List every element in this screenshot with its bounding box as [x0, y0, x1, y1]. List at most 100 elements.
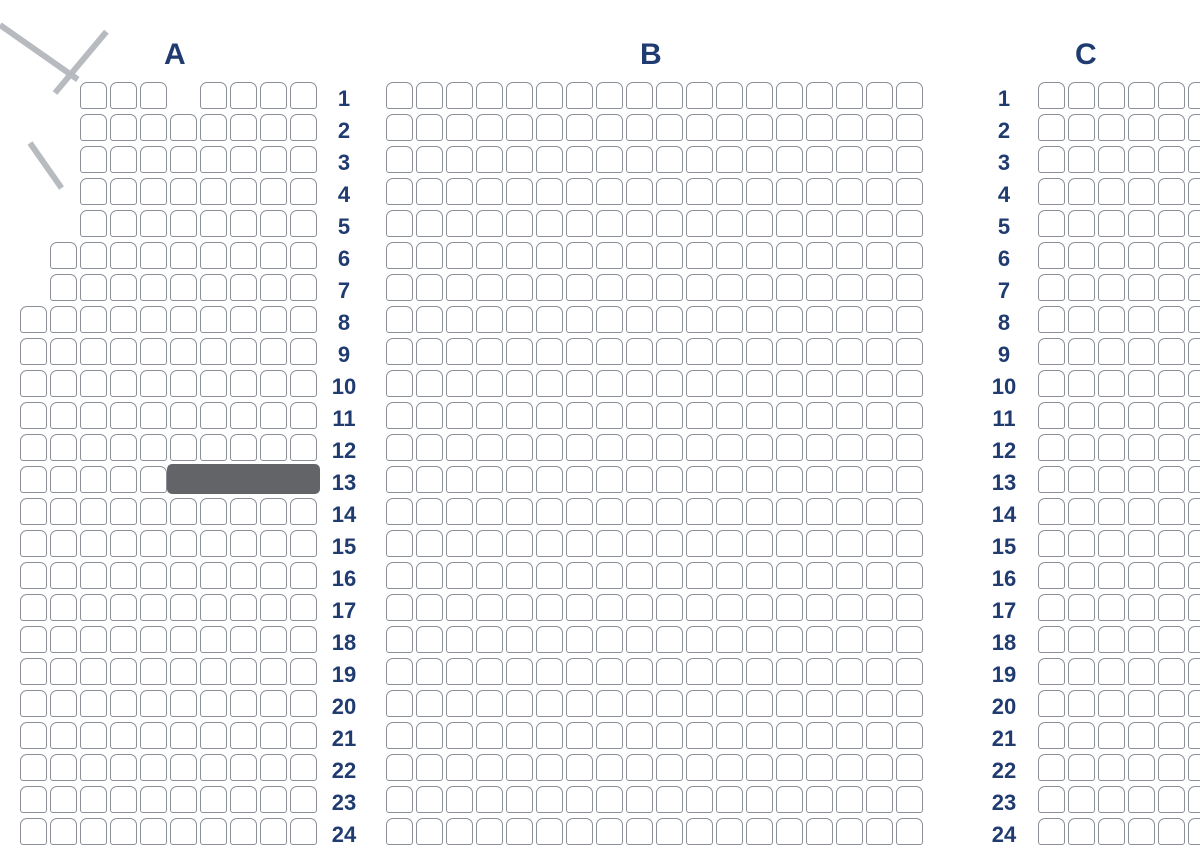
- seat[interactable]: [596, 114, 623, 141]
- seat[interactable]: [656, 434, 683, 461]
- seat[interactable]: [866, 82, 893, 109]
- seat[interactable]: [1098, 114, 1125, 141]
- seat[interactable]: [776, 338, 803, 365]
- seat[interactable]: [806, 466, 833, 493]
- seat[interactable]: [536, 146, 563, 173]
- seat[interactable]: [686, 530, 713, 557]
- seat[interactable]: [260, 370, 287, 397]
- seat[interactable]: [746, 178, 773, 205]
- seat[interactable]: [566, 434, 593, 461]
- seat[interactable]: [626, 82, 653, 109]
- seat[interactable]: [836, 562, 863, 589]
- seat[interactable]: [536, 274, 563, 301]
- seat[interactable]: [50, 242, 77, 269]
- seat[interactable]: [506, 402, 533, 429]
- seat[interactable]: [1038, 178, 1065, 205]
- seat[interactable]: [446, 722, 473, 749]
- seat[interactable]: [200, 434, 227, 461]
- seat[interactable]: [866, 466, 893, 493]
- seat[interactable]: [290, 306, 317, 333]
- seat[interactable]: [1038, 658, 1065, 685]
- seat[interactable]: [566, 754, 593, 781]
- seat[interactable]: [386, 242, 413, 269]
- seat[interactable]: [476, 594, 503, 621]
- seat[interactable]: [80, 562, 107, 589]
- seat[interactable]: [1188, 178, 1200, 205]
- seat[interactable]: [50, 722, 77, 749]
- seat[interactable]: [596, 626, 623, 653]
- seat[interactable]: [1068, 818, 1095, 845]
- seat[interactable]: [110, 530, 137, 557]
- seat[interactable]: [776, 306, 803, 333]
- seat[interactable]: [20, 562, 47, 589]
- seat[interactable]: [836, 114, 863, 141]
- seat[interactable]: [746, 562, 773, 589]
- seat[interactable]: [200, 818, 227, 845]
- seat[interactable]: [1068, 114, 1095, 141]
- seat[interactable]: [170, 178, 197, 205]
- seat[interactable]: [716, 466, 743, 493]
- seat[interactable]: [806, 210, 833, 237]
- seat[interactable]: [260, 626, 287, 653]
- seat[interactable]: [866, 594, 893, 621]
- seat[interactable]: [1038, 242, 1065, 269]
- seat[interactable]: [776, 594, 803, 621]
- seat[interactable]: [746, 306, 773, 333]
- seat[interactable]: [200, 82, 227, 109]
- seat[interactable]: [716, 338, 743, 365]
- seat[interactable]: [260, 754, 287, 781]
- seat[interactable]: [260, 498, 287, 525]
- seat[interactable]: [806, 722, 833, 749]
- seat[interactable]: [596, 210, 623, 237]
- seat[interactable]: [1098, 818, 1125, 845]
- seat[interactable]: [686, 818, 713, 845]
- seat[interactable]: [626, 498, 653, 525]
- seat[interactable]: [596, 466, 623, 493]
- seat[interactable]: [1128, 434, 1155, 461]
- seat[interactable]: [80, 466, 107, 493]
- seat[interactable]: [230, 562, 257, 589]
- seat[interactable]: [290, 114, 317, 141]
- seat[interactable]: [446, 274, 473, 301]
- seat[interactable]: [446, 818, 473, 845]
- seat[interactable]: [140, 562, 167, 589]
- seat[interactable]: [746, 754, 773, 781]
- seat[interactable]: [806, 626, 833, 653]
- seat[interactable]: [626, 402, 653, 429]
- seat[interactable]: [476, 786, 503, 813]
- seat[interactable]: [80, 530, 107, 557]
- seat[interactable]: [536, 434, 563, 461]
- seat[interactable]: [140, 338, 167, 365]
- seat[interactable]: [716, 114, 743, 141]
- seat[interactable]: [836, 146, 863, 173]
- seat[interactable]: [230, 114, 257, 141]
- seat[interactable]: [1158, 82, 1185, 109]
- seat[interactable]: [50, 466, 77, 493]
- seat[interactable]: [836, 274, 863, 301]
- seat[interactable]: [170, 690, 197, 717]
- seat[interactable]: [1188, 114, 1200, 141]
- seat[interactable]: [1128, 274, 1155, 301]
- seat[interactable]: [230, 722, 257, 749]
- seat[interactable]: [140, 754, 167, 781]
- seat[interactable]: [260, 562, 287, 589]
- seat[interactable]: [506, 82, 533, 109]
- seat[interactable]: [596, 658, 623, 685]
- seat[interactable]: [110, 434, 137, 461]
- seat[interactable]: [230, 370, 257, 397]
- seat[interactable]: [50, 562, 77, 589]
- seat[interactable]: [1158, 562, 1185, 589]
- seat[interactable]: [1038, 82, 1065, 109]
- seat[interactable]: [896, 818, 923, 845]
- seat[interactable]: [686, 690, 713, 717]
- seat[interactable]: [200, 626, 227, 653]
- seat[interactable]: [746, 498, 773, 525]
- seat[interactable]: [1128, 306, 1155, 333]
- seat[interactable]: [536, 722, 563, 749]
- seat[interactable]: [476, 242, 503, 269]
- seat[interactable]: [230, 690, 257, 717]
- seat[interactable]: [1068, 594, 1095, 621]
- seat[interactable]: [506, 498, 533, 525]
- seat[interactable]: [656, 274, 683, 301]
- seat[interactable]: [200, 210, 227, 237]
